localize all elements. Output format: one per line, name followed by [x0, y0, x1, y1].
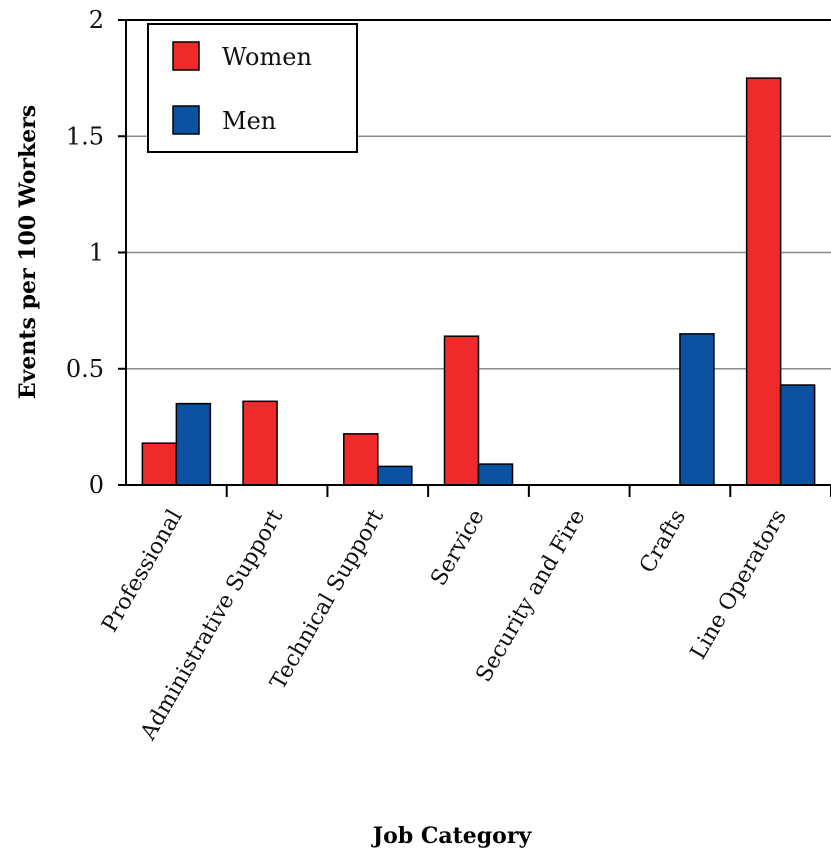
- y-tick-label: 0.5: [66, 355, 104, 383]
- bar-women-administrative-support: [242, 400, 278, 486]
- x-tick-label: Security and Fire: [471, 506, 590, 687]
- y-tick-label: 1: [89, 239, 104, 267]
- legend: Women Men: [147, 23, 358, 153]
- x-axis-title: Job Category: [371, 823, 533, 849]
- bar-men-technical-support: [377, 465, 413, 486]
- y-tick-label: 2: [89, 6, 104, 34]
- legend-label-women: Women: [222, 43, 312, 71]
- bar-men-line-operators: [779, 384, 816, 486]
- bar-men-professional: [175, 402, 212, 486]
- y-tick-label: 0: [89, 471, 104, 499]
- bar-men-service: [477, 463, 514, 486]
- x-tick-label: Service: [426, 506, 489, 591]
- y-axis-title: Events per 100 Workers: [15, 105, 41, 399]
- legend-swatch-women: [172, 41, 200, 71]
- x-tick-label: Line Operators: [686, 506, 792, 664]
- x-tick-label: Professional: [97, 506, 187, 637]
- bar-men-crafts: [679, 333, 715, 486]
- y-tick-labels: 0 0.5 1 1.5 2: [66, 6, 104, 499]
- legend-label-men: Men: [222, 107, 276, 135]
- y-tick-label: 1.5: [66, 122, 104, 150]
- x-tick-label: Technical Support: [266, 505, 389, 694]
- bar-women-professional: [141, 442, 178, 486]
- x-tick-label: Crafts: [635, 506, 691, 578]
- bar-women-line-operators: [745, 77, 782, 486]
- bar-women-service: [443, 335, 480, 486]
- axes: [118, 19, 831, 497]
- legend-swatch-men: [172, 105, 200, 135]
- bar-women-technical-support: [343, 433, 379, 486]
